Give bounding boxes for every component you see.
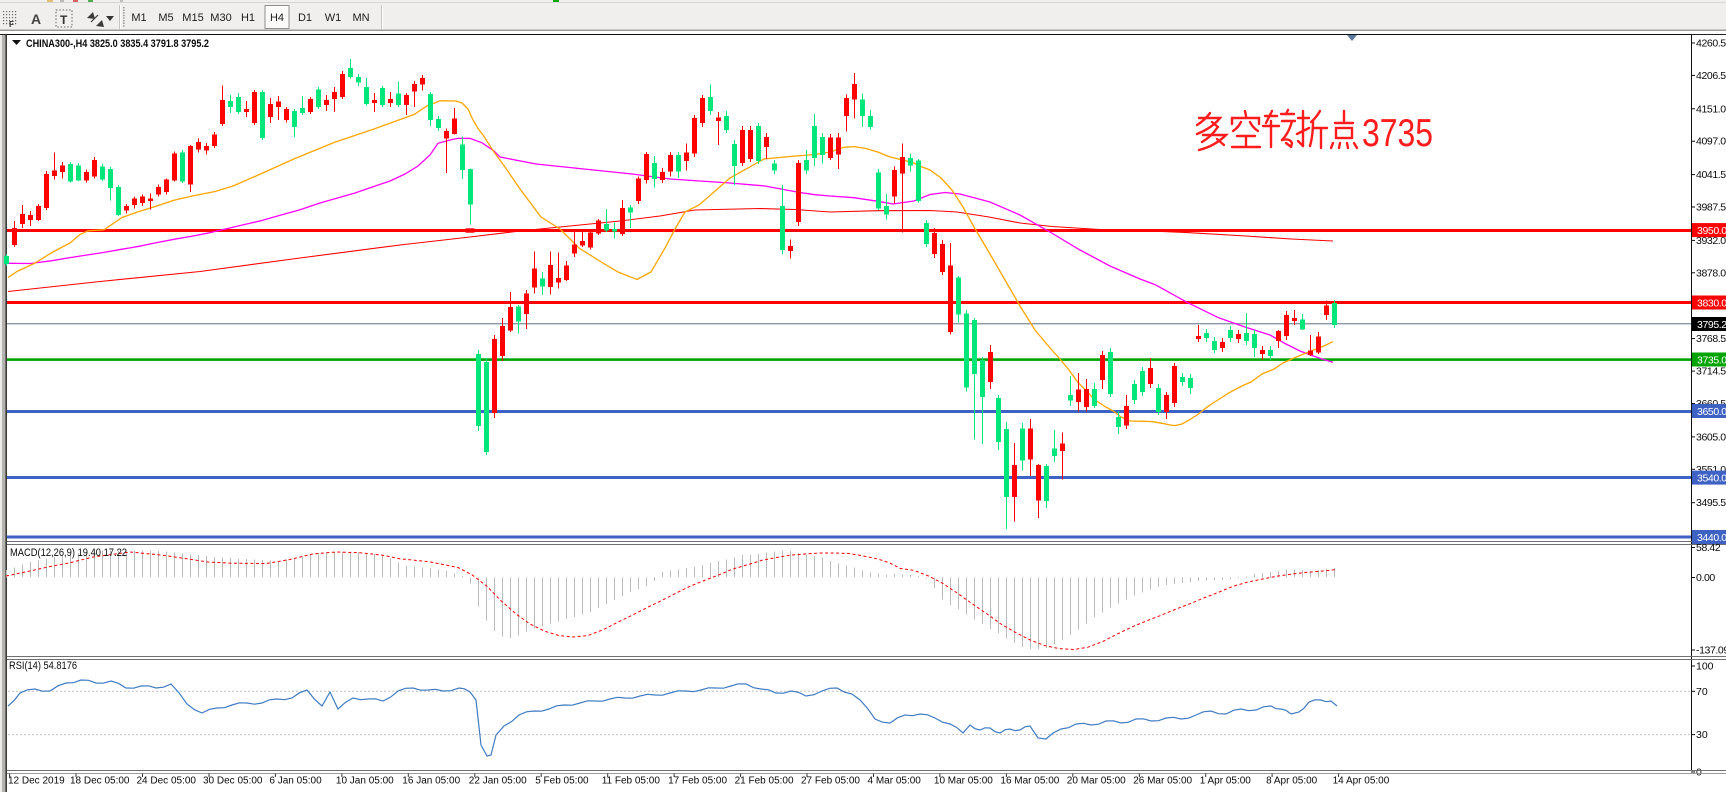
svg-text:3605.0: 3605.0 bbox=[1696, 431, 1726, 443]
svg-text:4206.5: 4206.5 bbox=[1696, 70, 1726, 82]
svg-text:M1: M1 bbox=[131, 12, 146, 24]
svg-text:3932.0: 3932.0 bbox=[1696, 235, 1726, 247]
svg-text:3650.0: 3650.0 bbox=[1697, 406, 1726, 418]
svg-text:MN: MN bbox=[352, 12, 369, 24]
svg-text:3735.0: 3735.0 bbox=[1697, 354, 1726, 366]
svg-text:3735: 3735 bbox=[1362, 112, 1433, 155]
svg-text:W1: W1 bbox=[325, 12, 342, 24]
svg-text:0: 0 bbox=[1696, 767, 1702, 779]
svg-text:4041.5: 4041.5 bbox=[1696, 169, 1726, 181]
svg-text:M15: M15 bbox=[182, 12, 203, 24]
svg-text:4151.0: 4151.0 bbox=[1696, 103, 1726, 115]
svg-text:3795.2: 3795.2 bbox=[1697, 319, 1726, 331]
svg-text:M30: M30 bbox=[210, 12, 231, 24]
svg-text:21 Feb 05:00: 21 Feb 05:00 bbox=[735, 776, 794, 787]
svg-text:24 Dec 05:00: 24 Dec 05:00 bbox=[137, 776, 197, 787]
svg-text:100: 100 bbox=[1696, 661, 1714, 673]
svg-text:3950.0: 3950.0 bbox=[1697, 225, 1726, 237]
svg-text:RSI(14) 54.8176: RSI(14) 54.8176 bbox=[9, 660, 77, 672]
svg-text:H4: H4 bbox=[270, 12, 284, 24]
svg-text:-137.09: -137.09 bbox=[1696, 645, 1726, 657]
svg-text:22 Jan 05:00: 22 Jan 05:00 bbox=[469, 776, 527, 787]
svg-text:70: 70 bbox=[1696, 686, 1708, 698]
svg-text:30: 30 bbox=[1696, 729, 1708, 741]
svg-text:5 Feb 05:00: 5 Feb 05:00 bbox=[535, 776, 589, 787]
svg-text:MACD(12,26,9) 19.40 17.22: MACD(12,26,9) 19.40 17.22 bbox=[10, 547, 127, 559]
svg-text:58.42: 58.42 bbox=[1696, 542, 1721, 554]
svg-text:10 Jan 05:00: 10 Jan 05:00 bbox=[336, 776, 394, 787]
svg-text:26 Mar 05:00: 26 Mar 05:00 bbox=[1133, 776, 1192, 787]
svg-text:A: A bbox=[31, 11, 41, 27]
svg-text:30 Dec 05:00: 30 Dec 05:00 bbox=[203, 776, 263, 787]
svg-text:14 Apr 05:00: 14 Apr 05:00 bbox=[1333, 776, 1390, 787]
svg-text:3540.0: 3540.0 bbox=[1697, 472, 1726, 484]
svg-text:3768.5: 3768.5 bbox=[1696, 333, 1726, 345]
svg-text:16 Mar 05:00: 16 Mar 05:00 bbox=[1000, 776, 1059, 787]
svg-text:12 Dec 2019: 12 Dec 2019 bbox=[8, 776, 65, 787]
svg-text:8 Apr 05:00: 8 Apr 05:00 bbox=[1266, 776, 1318, 787]
svg-text:3495.5: 3495.5 bbox=[1696, 497, 1726, 509]
svg-text:27 Feb 05:00: 27 Feb 05:00 bbox=[801, 776, 860, 787]
svg-text:17 Feb 05:00: 17 Feb 05:00 bbox=[668, 776, 727, 787]
svg-text:3878.0: 3878.0 bbox=[1696, 267, 1726, 279]
svg-text:H1: H1 bbox=[241, 12, 255, 24]
svg-text:10 Mar 05:00: 10 Mar 05:00 bbox=[934, 776, 993, 787]
svg-text:T: T bbox=[60, 13, 68, 27]
svg-text:3440.0: 3440.0 bbox=[1697, 532, 1726, 544]
svg-text:0.00: 0.00 bbox=[1696, 572, 1715, 584]
svg-text:4097.0: 4097.0 bbox=[1696, 136, 1726, 148]
svg-text:4 Mar 05:00: 4 Mar 05:00 bbox=[868, 776, 922, 787]
svg-text:16 Jan 05:00: 16 Jan 05:00 bbox=[402, 776, 460, 787]
svg-text:1 Apr 05:00: 1 Apr 05:00 bbox=[1200, 776, 1252, 787]
svg-text:20 Mar 05:00: 20 Mar 05:00 bbox=[1067, 776, 1126, 787]
svg-text:3987.5: 3987.5 bbox=[1696, 202, 1726, 214]
svg-text:4260.5: 4260.5 bbox=[1696, 38, 1726, 50]
svg-text:M5: M5 bbox=[158, 12, 173, 24]
svg-text:3830.0: 3830.0 bbox=[1697, 297, 1726, 309]
svg-text:D1: D1 bbox=[298, 12, 312, 24]
svg-text:CHINA300-,H4 3825.0 3835.4 37: CHINA300-,H4 3825.0 3835.4 3791.8 3795.2 bbox=[26, 38, 209, 50]
svg-text:3714.5: 3714.5 bbox=[1696, 366, 1726, 378]
svg-text:18 Dec 05:00: 18 Dec 05:00 bbox=[70, 776, 130, 787]
svg-text:11 Feb 05:00: 11 Feb 05:00 bbox=[602, 776, 661, 787]
svg-text:6 Jan 05:00: 6 Jan 05:00 bbox=[269, 776, 322, 787]
svg-text:F: F bbox=[9, 20, 14, 29]
